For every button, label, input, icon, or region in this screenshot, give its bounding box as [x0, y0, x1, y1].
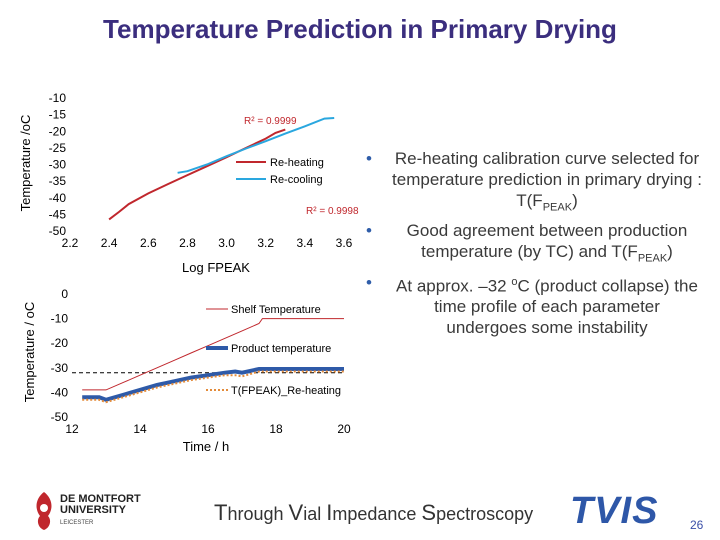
xtick-label: 3.2 — [257, 236, 274, 250]
bullet-list: • Re-heating calibration curve selected f… — [362, 148, 702, 340]
ytick-label: -35 — [49, 174, 67, 188]
top-ylabel: Temperature /oC — [18, 115, 33, 212]
ytick-label: -40 — [49, 191, 67, 205]
bottom-legend-product: Product temperature — [231, 343, 331, 355]
bottom-legend-shelf: Shelf Temperature — [231, 304, 321, 316]
page-number: 26 — [690, 518, 704, 532]
top-annotation-r2-reheat: R² = 0.9999 — [244, 116, 297, 127]
bottom-ylabel: Temperature / oC — [22, 302, 37, 402]
ytick-label: -40 — [51, 385, 69, 399]
bottom-legend: Shelf Temperature Product temperature T(… — [206, 304, 341, 397]
xtick-label: 3.4 — [297, 236, 314, 250]
ytick-label: -45 — [49, 207, 67, 221]
ytick-label: -10 — [51, 312, 69, 326]
xtick-label: 14 — [133, 422, 147, 436]
series-line-shelf-temperature — [82, 318, 344, 391]
top-legend-reheating: Re-heating — [270, 157, 324, 169]
ytick-label: -30 — [51, 361, 69, 375]
ytick-label: -30 — [49, 158, 67, 172]
xtick-label: 2.8 — [179, 236, 196, 250]
xtick-label: 12 — [65, 422, 79, 436]
bottom-legend-tfpeak: T(FPEAK)_Re-heating — [231, 385, 341, 397]
series-line-re-cooling — [177, 117, 335, 174]
series-line-product-temperature — [82, 367, 344, 402]
ytick-label: -15 — [49, 108, 67, 122]
series-line-re-heating — [108, 128, 286, 221]
bottom-chart: Temperature / oC Time / h 0 -10 -20 -30 -40 -… — [22, 287, 351, 454]
xtick-label: 16 — [201, 422, 215, 436]
bullet-dot-icon: • — [366, 221, 372, 241]
bottom-xlabel: Time / h — [183, 439, 229, 454]
dmu-crest-icon — [36, 492, 52, 530]
bullet-dot-icon: • — [366, 149, 372, 168]
xtick-label: 18 — [269, 422, 283, 436]
ytick-label: 0 — [61, 287, 68, 301]
xtick-label: 3.6 — [336, 236, 353, 250]
tagline: Through Vial Impedance Spectroscopy — [214, 500, 534, 525]
dmu-sub: LEICESTER — [60, 520, 94, 526]
ytick-label: -50 — [49, 224, 67, 238]
xtick-label: 2.4 — [101, 236, 118, 250]
top-legend: Re-heating Re-cooling — [236, 157, 324, 186]
top-chart: Temperature /oC Log FPEAK -10 -15 -20 -25 -3… — [18, 91, 359, 275]
ytick-label: -50 — [51, 410, 69, 424]
bullet-dot-icon: • — [366, 272, 372, 292]
top-annotation-r2-recool: R² = 0.9998 — [306, 206, 359, 217]
dmu-logo: DE MONTFORT UNIVERSITY LEICESTER — [30, 490, 170, 532]
tvis-logo: TVIS — [570, 490, 659, 532]
dmu-name: DE MONTFORT UNIVERSITY — [60, 493, 141, 516]
slide-title: Temperature Prediction in Primary Drying — [103, 14, 617, 44]
ytick-label: -20 — [49, 124, 67, 138]
bullet-item: • Re-heating calibration curve selected f… — [366, 149, 702, 214]
xtick-label: 3.0 — [218, 236, 235, 250]
ytick-label: -25 — [49, 141, 67, 155]
xtick-label: 2.6 — [140, 236, 157, 250]
series-line-t-fpeak-re-heating — [82, 370, 344, 404]
xtick-label: 2.2 — [62, 236, 79, 250]
bullet-item: • Good agreement between production tempe… — [366, 221, 688, 265]
xtick-label: 20 — [337, 422, 351, 436]
ytick-label: -20 — [51, 336, 69, 350]
bullet-item: • At approx. –32 oC (product collapse) th… — [366, 272, 698, 338]
ytick-label: -10 — [49, 91, 67, 105]
top-legend-recooling: Re-cooling — [270, 174, 323, 186]
top-xlabel: Log FPEAK — [182, 260, 250, 275]
